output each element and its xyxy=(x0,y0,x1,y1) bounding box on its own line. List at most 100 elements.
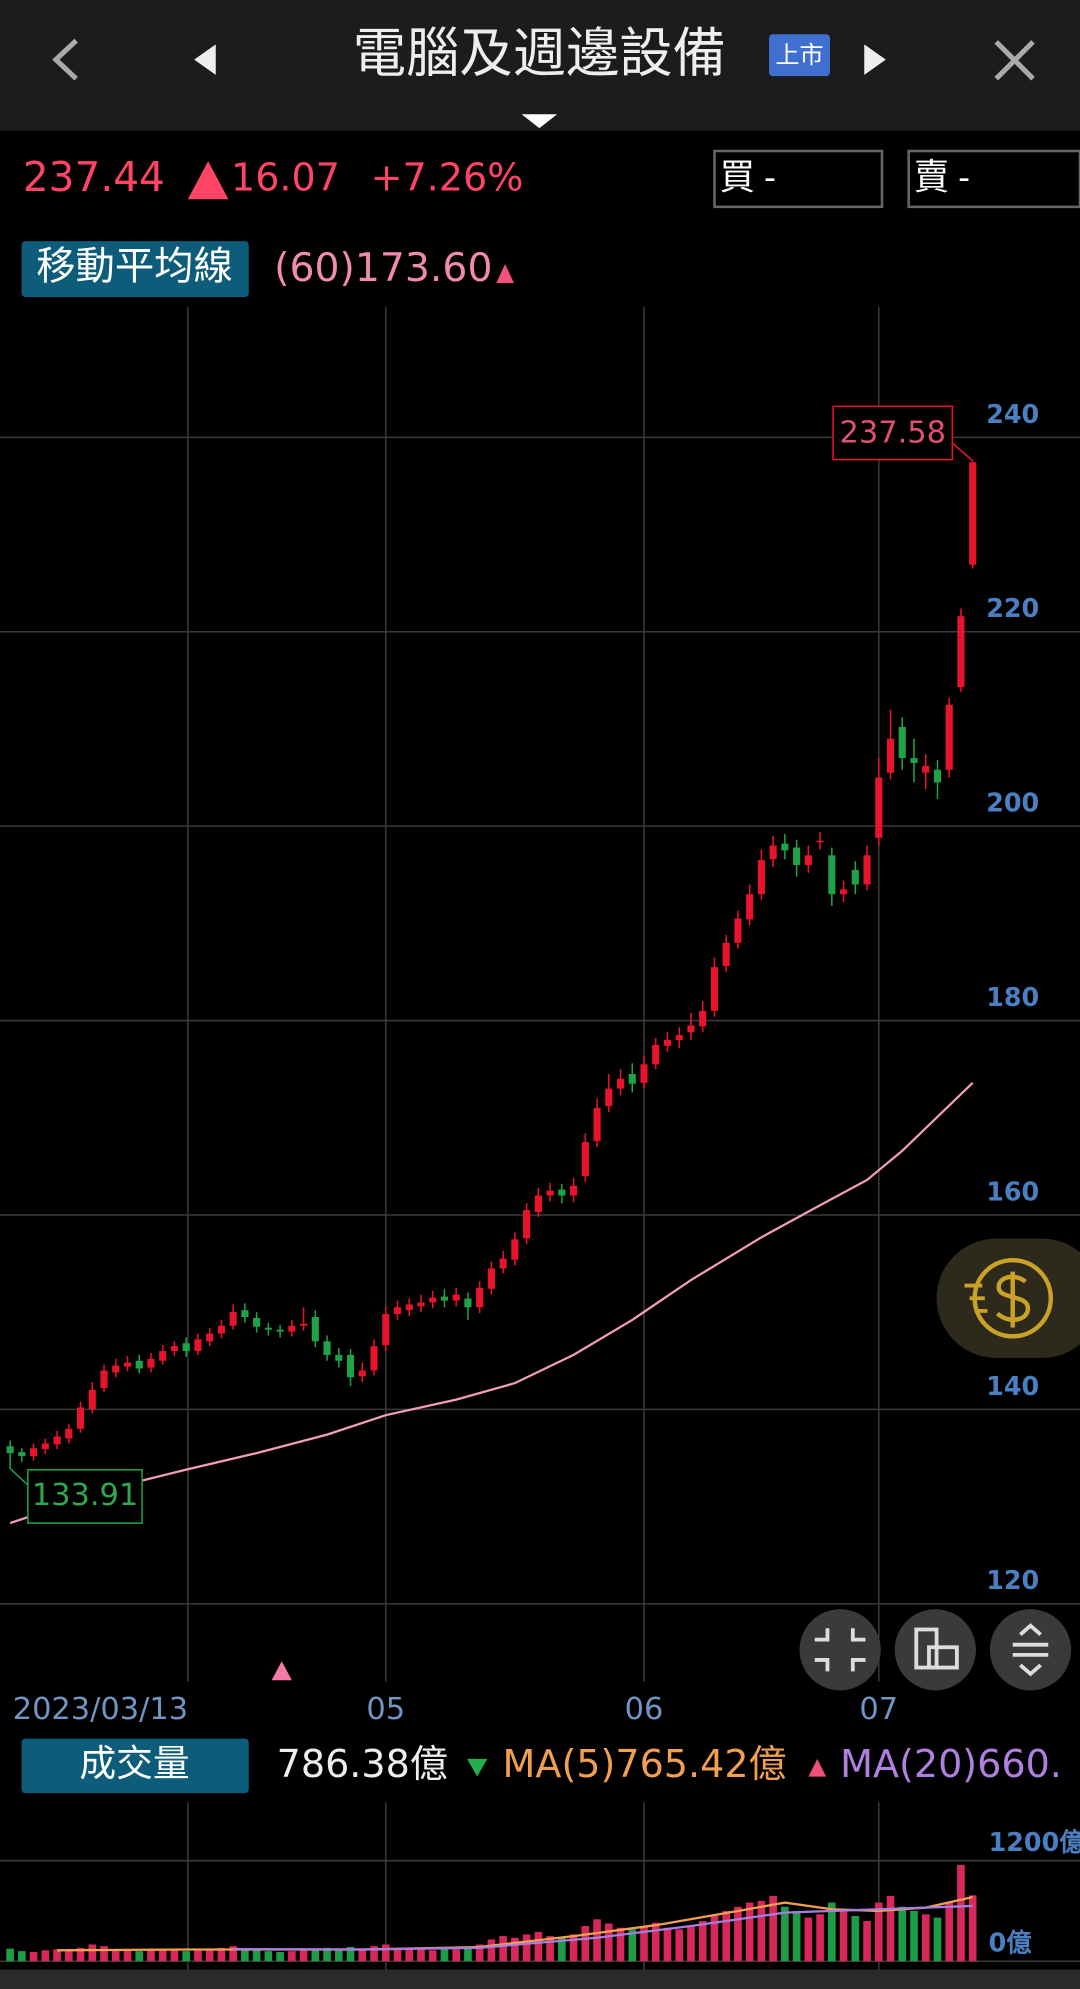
chart-layer: 2023/03/13 05 06 07 120 140 160 180 200 220 240 237… xyxy=(0,307,1080,1970)
y-tick-label: 120 xyxy=(986,1565,1039,1595)
volume-bar xyxy=(100,1946,108,1962)
buy-label: 買 xyxy=(720,157,756,198)
buy-box[interactable] xyxy=(713,149,884,209)
volume-bar xyxy=(898,1906,907,1962)
market-badge xyxy=(769,34,830,77)
candle-body xyxy=(264,1327,272,1330)
close-button[interactable] xyxy=(994,40,1035,81)
volume-bar xyxy=(957,1864,965,1962)
coin-button[interactable] xyxy=(936,1238,1080,1358)
y-tick-label: 140 xyxy=(986,1371,1039,1401)
up-arrow xyxy=(187,161,229,200)
change: 16.07 xyxy=(231,156,340,200)
candle-body xyxy=(828,855,836,895)
volume-bar xyxy=(41,1950,50,1962)
max-label-box xyxy=(832,405,954,461)
candle-body xyxy=(933,769,942,783)
volume-button[interactable] xyxy=(21,1738,249,1794)
ma-legend: (60)173.60 xyxy=(274,245,492,291)
candle-body xyxy=(76,1407,85,1429)
max-connector xyxy=(951,442,974,462)
next-button[interactable] xyxy=(864,44,886,75)
candle-body xyxy=(534,1195,542,1213)
candle-body xyxy=(323,1341,331,1355)
candle-body xyxy=(41,1443,49,1450)
volume-bar xyxy=(381,1944,390,1962)
volume-bar xyxy=(734,1906,742,1962)
back-button[interactable] xyxy=(52,38,78,81)
candle-body xyxy=(593,1108,601,1142)
volume-bar xyxy=(710,1915,719,1962)
rotate-button[interactable] xyxy=(894,1609,976,1691)
volume-bar xyxy=(851,1915,860,1962)
volume-bar xyxy=(182,1951,190,1962)
volume-bar xyxy=(111,1949,120,1962)
candle-body xyxy=(170,1346,179,1352)
volume-bar xyxy=(651,1922,660,1962)
volume-bar xyxy=(452,1949,460,1962)
candle-body xyxy=(652,1044,660,1065)
min-connector xyxy=(9,1467,29,1486)
volume-bar xyxy=(675,1929,684,1962)
volume-bar xyxy=(593,1919,601,1962)
volume-bar xyxy=(299,1950,308,1962)
y-tick-label: 0億 xyxy=(989,1928,1033,1958)
candle-body xyxy=(217,1325,225,1334)
candle-body xyxy=(300,1323,308,1326)
candle-body xyxy=(253,1317,261,1327)
candle-body xyxy=(969,462,977,565)
expand-button[interactable] xyxy=(989,1609,1072,1691)
volume-bar xyxy=(64,1951,73,1962)
candle-body xyxy=(581,1142,589,1177)
candle-body xyxy=(476,1287,484,1308)
volume-bar xyxy=(405,1948,414,1962)
volume-bar xyxy=(158,1949,167,1962)
prev-button[interactable] xyxy=(194,44,216,75)
volume-bar xyxy=(29,1951,38,1962)
candle-body xyxy=(570,1185,578,1196)
volume-bar xyxy=(252,1950,261,1962)
candle-body xyxy=(898,727,906,759)
candle-body xyxy=(628,1074,636,1084)
indicator-button[interactable] xyxy=(21,241,249,297)
bottom-strip xyxy=(0,1969,1080,1989)
volume-bar xyxy=(229,1946,237,1962)
collapse-button[interactable] xyxy=(799,1609,881,1691)
volume-bar xyxy=(346,1946,355,1962)
candle-body xyxy=(88,1389,96,1410)
volume-bar xyxy=(417,1949,425,1962)
x-tick-label: 07 xyxy=(859,1692,898,1727)
candle-body xyxy=(687,1025,695,1033)
header-title: 電腦及週邊設備 xyxy=(353,23,726,85)
volume-bar xyxy=(499,1936,507,1962)
candle-body xyxy=(452,1294,460,1301)
volume-bar xyxy=(135,1951,144,1962)
candle-body xyxy=(229,1312,237,1326)
min-label: 133.91 xyxy=(32,1478,139,1513)
volume-bar xyxy=(945,1902,954,1962)
y-tick-label: 200 xyxy=(986,788,1039,818)
header-bar xyxy=(0,0,1080,131)
volume-bar xyxy=(428,1950,437,1962)
volume-bar xyxy=(358,1950,367,1962)
candle-body xyxy=(194,1339,202,1352)
candle-body xyxy=(746,894,754,920)
candle-body xyxy=(734,918,742,943)
dropdown-arrow[interactable] xyxy=(521,114,558,129)
ma-line xyxy=(9,1081,974,1525)
volume-bar xyxy=(968,1895,977,1962)
candle-body xyxy=(675,1035,683,1040)
candle-body xyxy=(757,860,765,895)
volume-bar xyxy=(511,1937,519,1962)
volume-bar xyxy=(264,1951,273,1962)
volume-bar xyxy=(217,1947,226,1962)
volume-bar xyxy=(546,1936,554,1962)
candle-body xyxy=(100,1370,108,1388)
candle-body xyxy=(393,1307,402,1315)
event-marker[interactable] xyxy=(271,1661,292,1681)
candle-body xyxy=(135,1360,143,1369)
candle-body xyxy=(405,1304,413,1311)
candle-body xyxy=(886,738,895,773)
volume-bar xyxy=(464,1946,472,1962)
